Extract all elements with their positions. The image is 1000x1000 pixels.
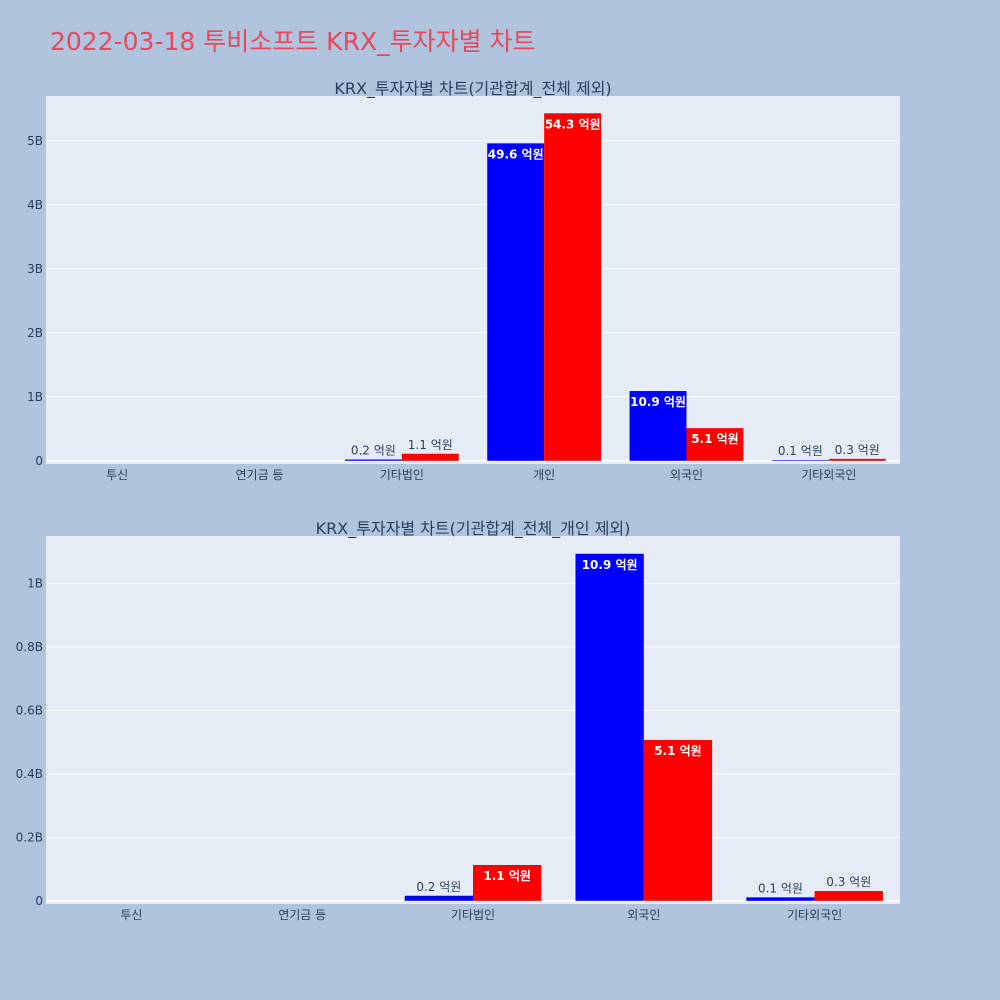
y-tick-label: 1B [27,577,43,591]
x-tick-label: 기타외국인 [787,908,842,922]
bar [473,864,542,901]
plot-area [46,96,900,464]
y-tick-label: 0.6B [16,703,43,717]
data-label: 0.2 억원 [416,880,461,894]
bar [575,553,644,901]
chart-bottom: 0 0.2B 0.4B 0.6B 0.8B 1B KRX_투자자별 차트(기관합계_전체_개… [16,519,900,922]
bar [643,739,713,901]
x-tick-label: 개인 [533,468,555,482]
y-tick-label: 4B [27,198,43,212]
x-tick-label: 기타법인 [380,468,424,482]
y-tick-label: 0.8B [16,640,43,654]
y-tick-label: 1B [27,390,43,404]
bar [487,143,545,461]
bar [404,895,473,901]
x-tick-label: 기타외국인 [801,468,856,482]
page-title: 2022-03-18 투비소프트 KRX_투자자별 차트 [50,27,536,56]
bar [746,897,815,901]
data-label: 54.3 억원 [545,117,601,131]
y-tick-label: 2B [27,326,43,340]
x-tick-label: 외국인 [670,468,703,482]
subplot-title: KRX_투자자별 차트(기관합계_전체_개인 제외) [316,519,631,539]
data-label: 1.1 억원 [483,869,531,883]
y-tick-label: 3B [27,262,43,276]
x-tick-label: 투신 [106,468,128,482]
data-label: 0.3 억원 [826,875,871,889]
bar [771,460,829,461]
data-label: 10.9 억원 [582,558,638,572]
data-label: 5.1 억원 [654,744,702,758]
data-label: 0.1 억원 [778,444,823,458]
y-tick-label: 0 [35,894,43,908]
y-tick-label: 0.2B [16,830,43,844]
bar [401,453,459,461]
data-label: 49.6 억원 [488,147,544,161]
data-label: 0.1 억원 [758,881,803,895]
x-tick-label: 연기금 등 [236,468,284,482]
y-tick-label: 5B [27,134,43,148]
x-tick-label: 투신 [120,908,142,922]
data-label: 0.2 억원 [351,444,396,458]
plot-area [46,536,900,904]
x-tick-label: 기타법인 [451,908,495,922]
data-label: 5.1 억원 [691,432,739,446]
data-label: 0.3 억원 [835,443,880,457]
subplot-title: KRX_투자자별 차트(기관합계_전체 제외) [334,79,611,99]
bar [828,458,886,461]
chart-top: 0 1B 2B 3B 4B 5B KRX_투자자별 차트(기관합계_전체 제외) 투신 연기금 … [27,79,900,482]
y-tick-label: 0 [35,454,43,468]
bar [344,459,402,461]
x-tick-label: 외국인 [627,908,660,922]
bar [544,113,602,461]
data-label: 1.1 억원 [408,438,453,452]
bar [686,428,744,461]
x-tick-label: 연기금 등 [278,908,326,922]
bar [629,391,687,461]
y-tick-label: 0.4B [16,767,43,781]
data-label: 10.9 억원 [630,395,686,409]
bar [814,890,883,901]
